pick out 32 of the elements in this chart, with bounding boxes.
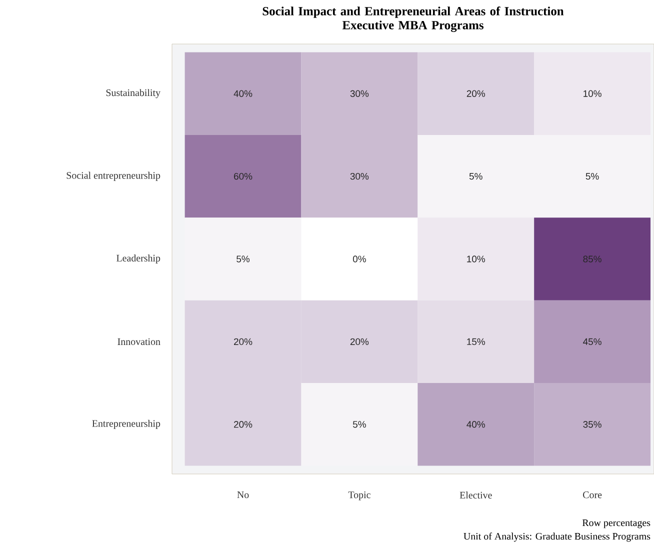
data-label: 5% (236, 256, 250, 262)
data-label: 85% (583, 256, 602, 262)
y-tick-label: Innovation (118, 338, 160, 346)
x-tick-label: No (237, 492, 249, 498)
y-tick-label: Sustainability (106, 89, 160, 98)
data-label: 0% (352, 256, 366, 262)
data-label: 30% (350, 90, 369, 97)
y-tick-label: Entrepreneurship (92, 420, 160, 429)
y-tick-label: Social entrepreneurship (66, 172, 160, 181)
data-label: 45% (583, 338, 602, 346)
data-label: 20% (234, 421, 252, 428)
data-label: 35% (583, 421, 602, 428)
data-label: 40% (466, 421, 486, 428)
data-label: 15% (467, 338, 486, 346)
text: Unit of Analysis: Graduate Business Programs (464, 532, 650, 542)
x-tick-label: Topic (348, 492, 370, 500)
data-label: 5% (469, 172, 482, 180)
text: Row percentages (582, 520, 650, 528)
data-label: 20% (466, 90, 486, 97)
data-label: 5% (586, 172, 599, 180)
data-label: 10% (584, 90, 602, 97)
data-label: 20% (350, 338, 369, 346)
x-tick-label: Core (583, 492, 602, 498)
data-label: 40% (234, 90, 252, 97)
data-label: 5% (352, 421, 366, 428)
y-tick-label: Leadership (116, 254, 160, 264)
data-label: 60% (234, 172, 252, 180)
data-label: 10% (467, 256, 486, 262)
data-label: 20% (234, 338, 252, 346)
x-tick-label: Elective (460, 492, 492, 499)
data-label: 30% (350, 172, 369, 180)
chart-title: Social Impact and Entrepreneurial Areas of Instruction Executive MBA Programs (262, 6, 564, 32)
